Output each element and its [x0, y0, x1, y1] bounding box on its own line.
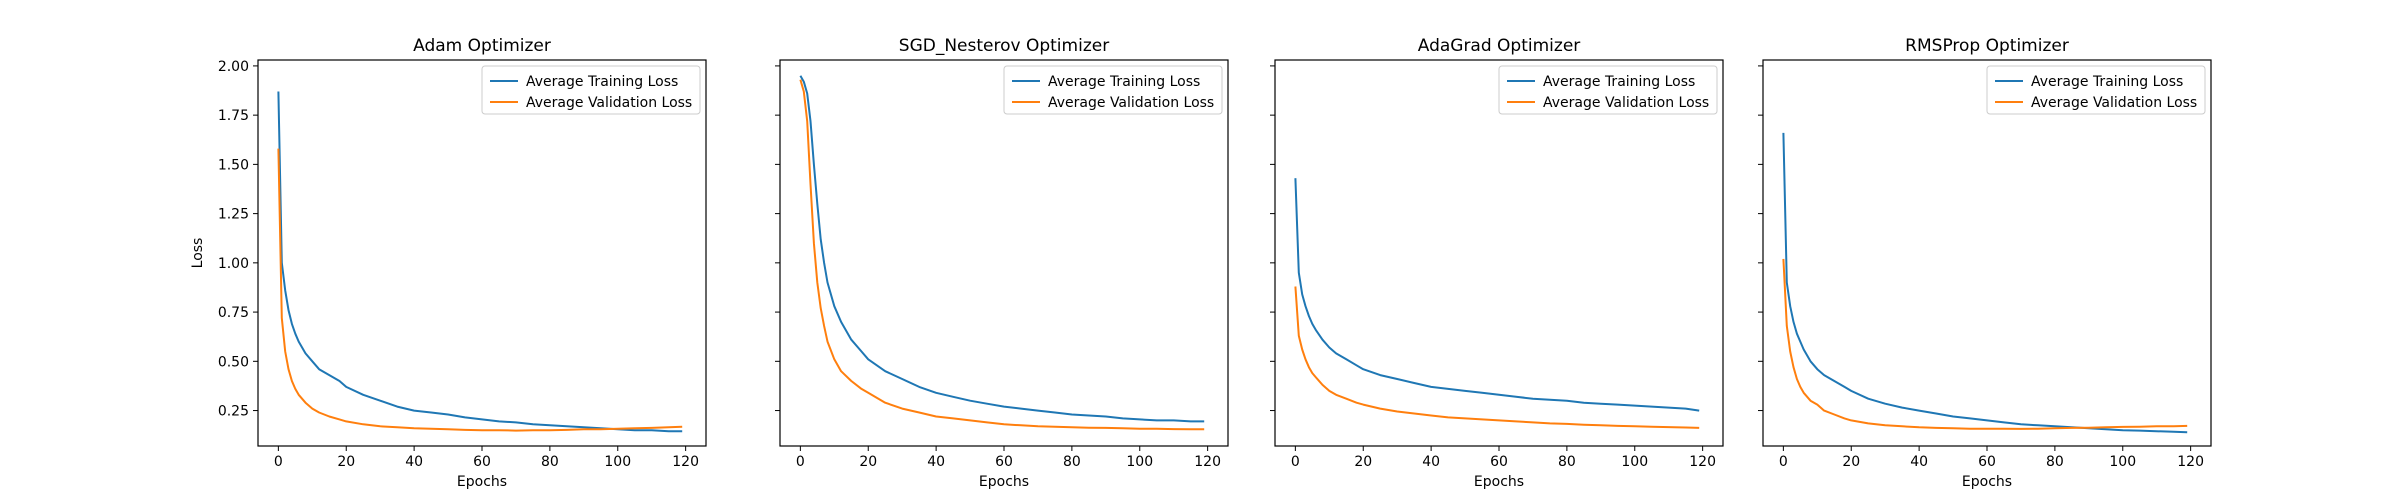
- legend: Average Training Loss Average Validation …: [1986, 65, 2206, 115]
- x-tick-label: 60: [1490, 454, 1508, 470]
- series-line-validation: [799, 79, 1205, 431]
- x-axis-label: Epochs: [1962, 474, 2012, 490]
- x-tick-label: 0: [1779, 454, 1788, 470]
- legend-label: Average Validation Loss: [1543, 95, 1709, 111]
- series-line-validation: [1294, 286, 1700, 429]
- series-line-validation: [1782, 258, 2188, 430]
- x-tick-label: 120: [1689, 454, 1716, 470]
- series-line-training: [1294, 178, 1700, 412]
- x-tick-label: 120: [2177, 454, 2204, 470]
- series-line-training: [277, 91, 683, 433]
- x-tick-label: 20: [859, 454, 877, 470]
- chart-panel-1: 0 20 40 60 80 100 120 0.25 0.50 0.75 1.00 1.25 1.50 1…: [190, 36, 707, 490]
- x-tick-label: 80: [541, 454, 559, 470]
- x-tick-label: 20: [1354, 454, 1372, 470]
- legend-label: Average Training Loss: [1543, 74, 1695, 90]
- axes-frame: [1762, 59, 2212, 447]
- y-tick-label: 2.00: [218, 59, 249, 75]
- legend-box: [1498, 65, 1718, 115]
- legend: Average Training Loss Average Validation …: [481, 65, 701, 115]
- x-tick-label: 60: [995, 454, 1013, 470]
- x-tick-label: 100: [1126, 454, 1153, 470]
- y-tick-label: 1.75: [218, 108, 249, 124]
- x-tick-label: 40: [1910, 454, 1928, 470]
- chart-title: SGD_Nesterov Optimizer: [899, 36, 1109, 56]
- chart-panel-4: 0 20 40 60 80 100 120 RMSProp Optimizer Epochs Av…: [1758, 36, 2212, 490]
- x-tick-label: 100: [2109, 454, 2136, 470]
- x-tick-label: 0: [1291, 454, 1300, 470]
- x-tick-label: 20: [1842, 454, 1860, 470]
- x-tick-label: 40: [1422, 454, 1440, 470]
- legend-label: Average Validation Loss: [1048, 95, 1214, 111]
- x-tick-label: 20: [337, 454, 355, 470]
- y-axis-label: Loss: [190, 238, 206, 269]
- x-tick-label: 40: [927, 454, 945, 470]
- x-axis-label: Epochs: [457, 474, 507, 490]
- legend-label: Average Training Loss: [2031, 74, 2183, 90]
- y-tick-label: 0.25: [218, 404, 249, 420]
- y-tick-label: 0.75: [218, 305, 249, 321]
- y-tick-label: 0.50: [218, 354, 249, 370]
- x-tick-label: 100: [604, 454, 631, 470]
- legend: Average Training Loss Average Validation …: [1498, 65, 1718, 115]
- legend-box: [1986, 65, 2206, 115]
- x-tick-label: 40: [405, 454, 423, 470]
- axes-frame: [257, 59, 707, 447]
- legend-label: Average Training Loss: [1048, 74, 1200, 90]
- y-tick-label: 1.25: [218, 207, 249, 223]
- x-tick-label: 120: [672, 454, 699, 470]
- x-tick-label: 60: [473, 454, 491, 470]
- y-tick-label: 1.50: [218, 157, 249, 173]
- x-axis-label: Epochs: [979, 474, 1029, 490]
- series-line-validation: [277, 148, 683, 432]
- legend-box: [481, 65, 701, 115]
- series-line-training: [1782, 132, 2188, 434]
- x-tick-label: 120: [1194, 454, 1221, 470]
- axes-frame: [779, 59, 1229, 447]
- legend: Average Training Loss Average Validation …: [1003, 65, 1223, 115]
- series-line-training: [799, 75, 1205, 423]
- x-tick-label: 60: [1978, 454, 1996, 470]
- legend-label: Average Validation Loss: [2031, 95, 2197, 111]
- chart-panel-3: 0 20 40 60 80 100 120 AdaGrad Optimizer Epochs Av…: [1270, 36, 1724, 490]
- x-tick-label: 0: [274, 454, 283, 470]
- chart-title: Adam Optimizer: [413, 36, 551, 56]
- legend-label: Average Training Loss: [526, 74, 678, 90]
- y-tick-label: 1.00: [218, 256, 249, 272]
- x-tick-label: 0: [796, 454, 805, 470]
- chart-title: AdaGrad Optimizer: [1418, 36, 1581, 56]
- x-tick-label: 100: [1621, 454, 1648, 470]
- x-tick-label: 80: [1558, 454, 1576, 470]
- legend-label: Average Validation Loss: [526, 95, 692, 111]
- legend-box: [1003, 65, 1223, 115]
- x-tick-label: 80: [1063, 454, 1081, 470]
- chart-panel-2: 0 20 40 60 80 100 120 SGD_Nesterov Optimizer Epo…: [775, 36, 1229, 490]
- x-axis-label: Epochs: [1474, 474, 1524, 490]
- x-tick-label: 80: [2046, 454, 2064, 470]
- chart-title: RMSProp Optimizer: [1905, 36, 2069, 56]
- axes-frame: [1274, 59, 1724, 447]
